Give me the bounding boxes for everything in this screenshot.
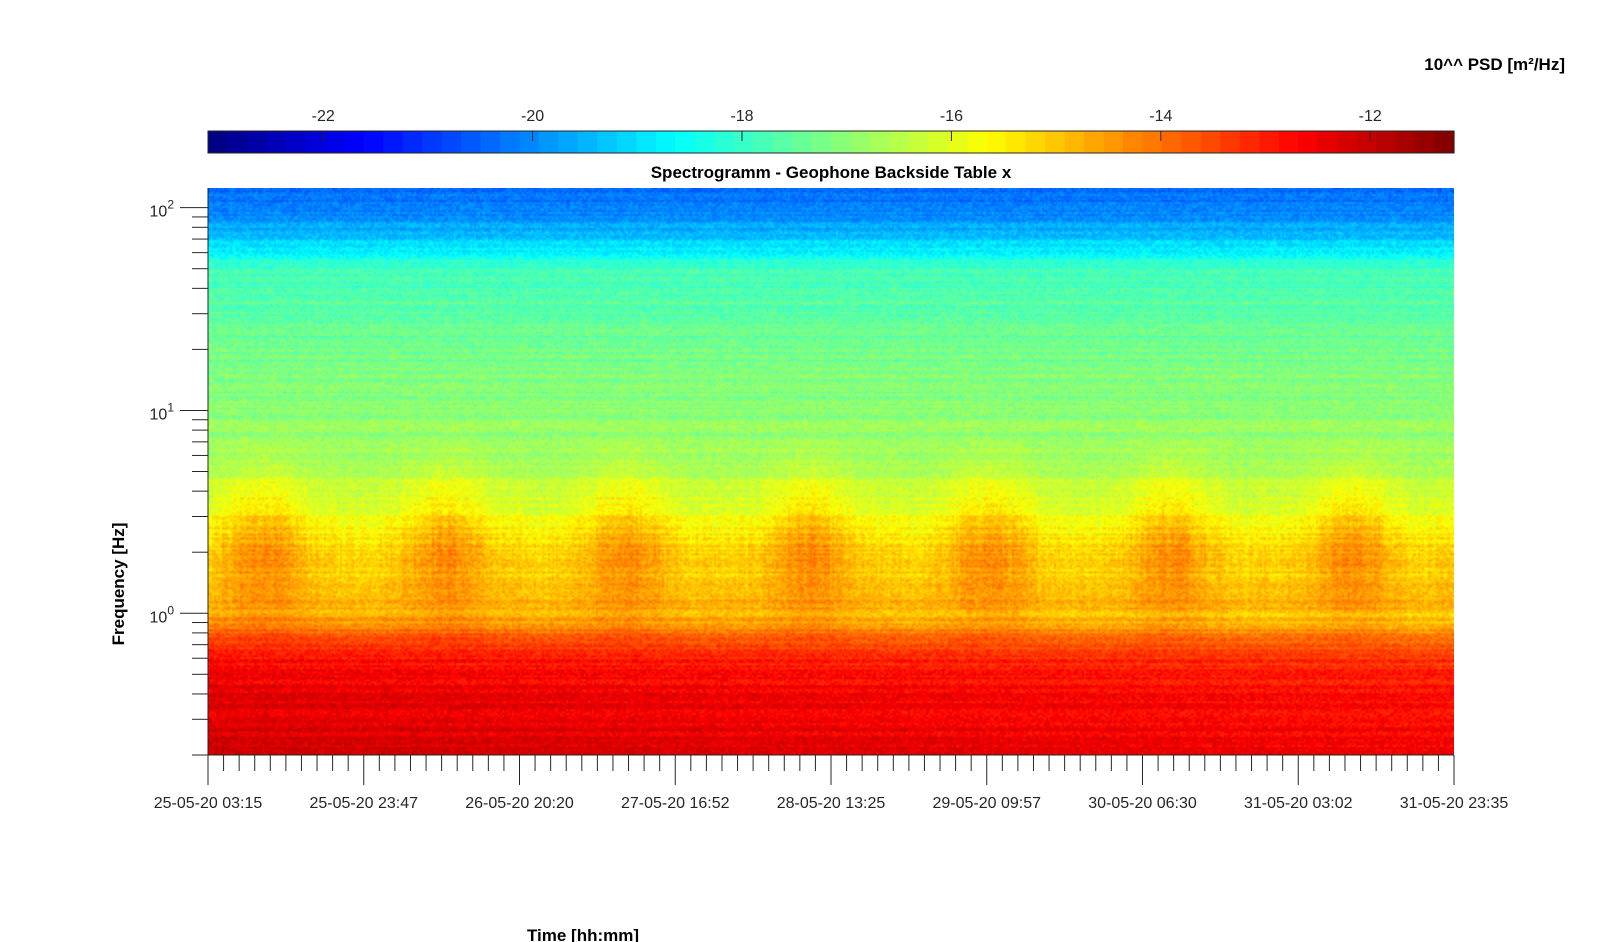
colorbar-cell — [1395, 131, 1416, 153]
colorbar-cell — [1064, 131, 1085, 153]
x-axis-label: Time [hh:mm] — [527, 926, 639, 942]
chart-title: Spectrogramm - Geophone Backside Table x — [651, 163, 1012, 182]
colorbar-cell — [558, 131, 579, 153]
x-tick-label: 27-05-20 16:52 — [621, 795, 730, 812]
colorbar-cell — [1317, 131, 1338, 153]
colorbar-cell — [1025, 131, 1046, 153]
colorbar-cell — [402, 131, 423, 153]
colorbar-cell — [714, 131, 735, 153]
colorbar-cell — [1356, 131, 1377, 153]
colorbar-cell — [1239, 131, 1260, 153]
colorbar-cell — [733, 131, 754, 153]
colorbar-cell — [986, 131, 1007, 153]
colorbar-cell — [753, 131, 774, 153]
colorbar-cell — [1415, 131, 1436, 153]
colorbar-cell — [869, 131, 891, 153]
colorbar-cell — [908, 131, 929, 153]
colorbar-cell — [577, 131, 598, 153]
colorbar-cell — [266, 131, 287, 153]
colorbar-cell — [655, 131, 676, 153]
colorbar-cell — [500, 131, 521, 153]
colorbar-cell — [928, 131, 949, 153]
colorbar: -22 -20 -18 -16 -14 -12 — [207, 108, 1455, 154]
colorbar-tick-label: -16 — [940, 108, 963, 125]
y-axis: 100 101 102 — [150, 188, 209, 756]
colorbar-cell — [363, 131, 384, 153]
colorbar-cell — [967, 131, 988, 153]
y-tick-label: 101 — [150, 400, 175, 423]
x-tick-label: 30-05-20 06:30 — [1088, 795, 1197, 812]
colorbar-cell — [246, 131, 268, 153]
colorbar-cell — [1181, 131, 1202, 153]
spectrogram-heatmap — [208, 188, 1454, 755]
colorbar-cell — [1220, 131, 1241, 153]
colorbar-ticks: -22 -20 -18 -16 -14 -12 — [312, 108, 1382, 141]
colorbar-cell — [1278, 131, 1299, 153]
colorbar-cell — [1376, 131, 1397, 153]
x-tick-label: 25-05-20 03:15 — [154, 795, 263, 812]
colorbar-cell — [208, 131, 229, 153]
colorbar-cell — [1337, 131, 1358, 153]
colorbar-tick-label: -22 — [312, 108, 335, 125]
colorbar-cell — [694, 131, 715, 153]
colorbar-cell — [519, 131, 540, 153]
y-tick-label: 102 — [150, 198, 175, 221]
colorbar-cell — [441, 131, 462, 153]
colorbar-cell — [1103, 131, 1124, 153]
colorbar-cell — [538, 131, 560, 153]
colorbar-cell — [889, 131, 910, 153]
colorbar-cell — [344, 131, 365, 153]
colorbar-cell — [324, 131, 345, 153]
colorbar-cell — [480, 131, 501, 153]
colorbar-cell — [383, 131, 404, 153]
colorbar-cell — [461, 131, 482, 153]
plot-area — [208, 188, 1454, 755]
colorbar-cell — [285, 131, 306, 153]
colorbar-cell — [1006, 131, 1027, 153]
colorbar-cell — [831, 131, 852, 153]
x-tick-label: 31-05-20 23:35 — [1400, 795, 1509, 812]
x-tick-label: 29-05-20 09:57 — [932, 795, 1041, 812]
colorbar-tick-label: -20 — [521, 108, 544, 125]
colorbar-cell — [1084, 131, 1105, 153]
colorbar-cell — [1142, 131, 1163, 153]
colorbar-cell — [811, 131, 832, 153]
colorbar-cell — [1434, 131, 1455, 153]
colorbar-cell — [850, 131, 871, 153]
colorbar-tick-label: -12 — [1359, 108, 1382, 125]
colorbar-tick-label: -14 — [1149, 108, 1172, 125]
colorbar-cell — [1200, 131, 1221, 153]
x-axis: 25-05-20 03:15 25-05-20 23:47 26-05-20 20:… — [154, 754, 1509, 812]
y-axis-label: Frequency [Hz] — [109, 523, 128, 646]
colorbar-gradient — [208, 131, 1455, 153]
colorbar-cell — [1123, 131, 1144, 153]
colorbar-tick-label: -18 — [730, 108, 753, 125]
colorbar-cell — [1045, 131, 1066, 153]
colorbar-frame — [207, 130, 1455, 154]
colorbar-cell — [1259, 131, 1280, 153]
colorbar-cell — [305, 131, 326, 153]
colorbar-cell — [422, 131, 443, 153]
x-tick-label: 28-05-20 13:25 — [777, 795, 886, 812]
colorbar-cell — [675, 131, 696, 153]
colorbar-cell — [772, 131, 793, 153]
x-tick-label: 31-05-20 03:02 — [1244, 795, 1353, 812]
colorbar-cell — [227, 131, 248, 153]
colorbar-cell — [1161, 131, 1183, 153]
x-tick-label: 26-05-20 20:20 — [465, 795, 574, 812]
colorbar-cell — [792, 131, 813, 153]
colorbar-cell — [616, 131, 637, 153]
colorbar-cell — [1298, 131, 1319, 153]
colorbar-cell — [947, 131, 968, 153]
colorbar-cell — [636, 131, 657, 153]
x-tick-label: 25-05-20 23:47 — [309, 795, 418, 812]
y-tick-label: 100 — [150, 603, 175, 626]
colorbar-cell — [597, 131, 618, 153]
colorbar-label: 10^^ PSD [m²/Hz] — [1424, 55, 1565, 74]
